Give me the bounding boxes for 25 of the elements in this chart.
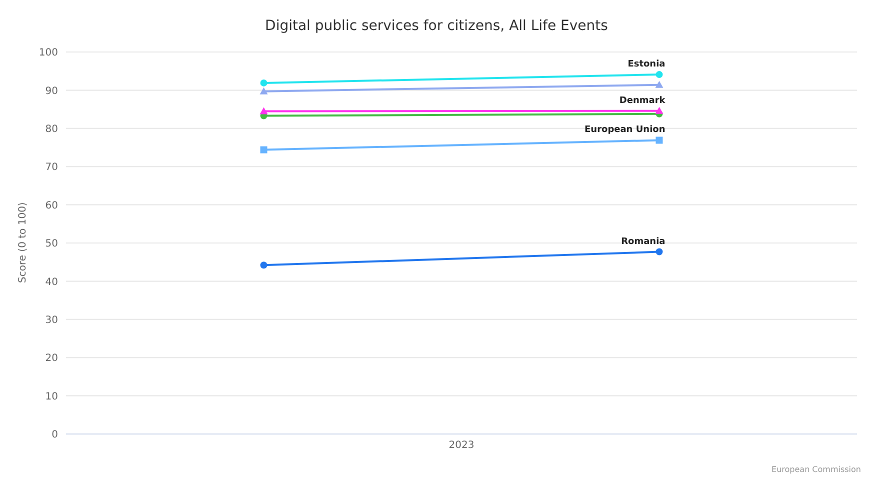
series-label: Denmark bbox=[619, 96, 666, 106]
point bbox=[656, 71, 663, 78]
series-label: European Union bbox=[584, 125, 666, 136]
y-tick-label: 0 bbox=[52, 430, 58, 441]
series-label: Romania bbox=[621, 236, 666, 247]
point bbox=[260, 79, 268, 86]
y-axis-title: Score (0 to 100) bbox=[18, 202, 29, 283]
point bbox=[260, 146, 268, 154]
y-tick-label: 90 bbox=[45, 86, 58, 97]
series-label: Estonia bbox=[628, 60, 666, 70]
y-tick-label: 30 bbox=[45, 314, 58, 326]
y-tick-label: 70 bbox=[45, 162, 58, 174]
point bbox=[656, 136, 663, 144]
y-tick-label: 60 bbox=[45, 200, 58, 212]
y-tick-label: 80 bbox=[45, 124, 58, 135]
y-tick-label: 100 bbox=[38, 48, 58, 59]
text: European Commission bbox=[772, 465, 861, 474]
y-tick-label: 40 bbox=[45, 276, 58, 288]
point bbox=[260, 262, 268, 269]
y-tick-label: 10 bbox=[45, 391, 58, 402]
y-tick-label: 50 bbox=[45, 238, 58, 250]
text: 2023 bbox=[448, 440, 476, 451]
point bbox=[656, 248, 663, 256]
y-tick-label: 20 bbox=[45, 353, 58, 364]
chart-title: Digital public services for citizens, All Life Events bbox=[264, 17, 609, 36]
